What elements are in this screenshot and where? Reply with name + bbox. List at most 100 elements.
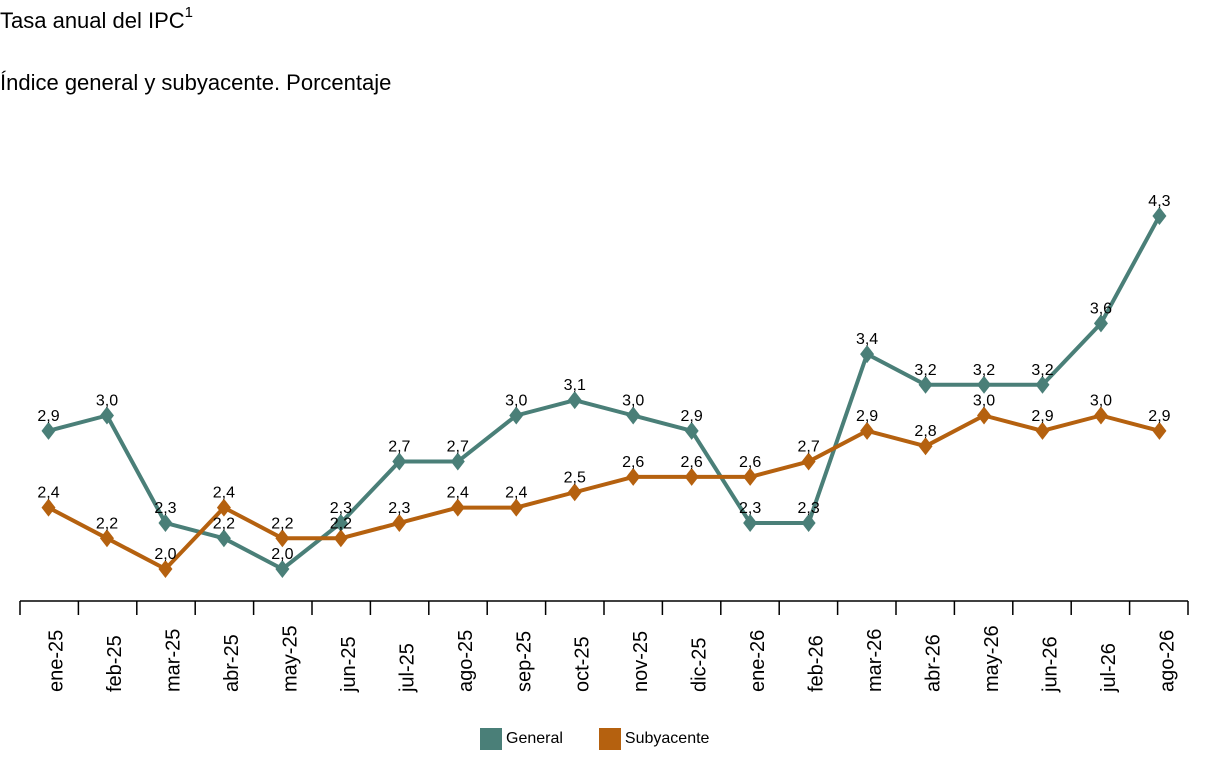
legend-label-subyacente: Subyacente	[624, 730, 710, 747]
data-label: 2,7	[797, 439, 819, 456]
data-point	[918, 375, 933, 394]
legend-item-general: General	[480, 728, 563, 750]
legend-swatch-general	[480, 728, 502, 750]
data-label: 2,9	[37, 408, 59, 425]
data-point	[1152, 421, 1167, 440]
data-label: 2,5	[564, 469, 586, 486]
data-label: 2,7	[447, 439, 469, 456]
x-tick-label: ago-26	[1156, 630, 1178, 692]
data-point	[392, 513, 407, 532]
data-point	[918, 437, 933, 456]
data-label: 2,6	[681, 454, 703, 471]
x-tick-label: sep-25	[513, 631, 535, 692]
x-tick-label: may-25	[279, 625, 301, 692]
data-label: 2,8	[914, 423, 936, 440]
x-tick-label: mar-26	[864, 629, 886, 692]
data-point	[158, 513, 173, 532]
data-label: 3,2	[914, 362, 936, 379]
x-tick-label: jun-25	[338, 636, 360, 693]
data-label: 2,7	[388, 439, 410, 456]
data-label: 2,6	[739, 454, 761, 471]
data-point	[684, 467, 699, 486]
data-point	[1035, 421, 1050, 440]
data-label: 2,3	[154, 500, 176, 517]
x-tick-label: mar-25	[162, 629, 184, 692]
data-label: 3,0	[622, 393, 644, 410]
chart-title: Tasa anual del IPC1	[0, 4, 194, 33]
data-point	[1093, 406, 1108, 425]
legend: General Subyacente	[480, 728, 745, 750]
x-tick-label: dic-25	[689, 638, 711, 692]
chart-subtitle: Índice general y subyacente. Porcentaje	[0, 70, 392, 95]
x-tick-label: jun-26	[1039, 636, 1061, 693]
x-tick-label: abr-26	[923, 634, 945, 692]
data-label: 2,9	[681, 408, 703, 425]
data-point	[41, 421, 56, 440]
data-point	[801, 513, 816, 532]
data-point	[99, 406, 114, 425]
x-tick-label: abr-25	[221, 634, 243, 692]
data-label: 3,6	[1090, 300, 1112, 317]
data-point	[509, 498, 524, 517]
data-point	[392, 452, 407, 471]
data-point	[860, 421, 875, 440]
data-label: 3,1	[564, 377, 586, 394]
data-label: 2,9	[1031, 408, 1053, 425]
data-label: 2,4	[447, 485, 469, 502]
data-label: 3,0	[1090, 393, 1112, 410]
data-point	[99, 529, 114, 548]
x-tick-label: oct-25	[572, 636, 594, 692]
data-point	[626, 467, 641, 486]
series-line-subyacente	[47, 413, 1160, 571]
data-point	[41, 498, 56, 517]
data-label: 3,0	[96, 393, 118, 410]
data-label: 3,4	[856, 331, 878, 348]
data-point	[567, 483, 582, 502]
title-footnote-marker: 1	[184, 4, 194, 21]
data-label: 2,2	[330, 515, 352, 532]
data-label: 2,4	[213, 485, 235, 502]
data-label: 2,3	[330, 500, 352, 517]
x-tick-label: ago-25	[455, 630, 477, 692]
data-label: 2,4	[505, 485, 527, 502]
data-label: 3,2	[1031, 362, 1053, 379]
data-point	[1035, 375, 1050, 394]
data-point	[860, 345, 875, 364]
x-tick-label: ene-25	[46, 630, 68, 692]
data-point	[216, 529, 231, 548]
data-label: 2,9	[856, 408, 878, 425]
data-label: 2,6	[622, 454, 644, 471]
x-tick-label: ene-26	[747, 630, 769, 692]
data-label: 2,4	[37, 485, 59, 502]
data-point	[333, 513, 348, 532]
data-label: 2,3	[739, 500, 761, 517]
legend-swatch-subyacente	[598, 728, 621, 750]
data-point	[743, 467, 758, 486]
data-point	[977, 406, 992, 425]
data-point	[450, 452, 465, 471]
data-label: 3,0	[505, 393, 527, 410]
data-point	[509, 406, 524, 425]
data-point	[275, 560, 290, 578]
x-tick-label: nov-25	[630, 631, 652, 692]
data-label: 2,3	[797, 500, 819, 517]
data-label: 3,2	[973, 362, 995, 379]
x-tick-label: feb-25	[104, 635, 126, 692]
data-label: 2,0	[271, 546, 293, 563]
data-label: 3,0	[973, 393, 995, 410]
data-label: 2,2	[271, 515, 293, 532]
data-point	[1093, 314, 1108, 333]
data-point	[626, 406, 641, 425]
data-label: 2,3	[388, 500, 410, 517]
data-point	[684, 421, 699, 440]
legend-label-general: General	[506, 730, 563, 747]
data-point	[333, 529, 348, 548]
series-line-general	[47, 214, 1162, 571]
data-point	[1152, 206, 1167, 225]
data-point	[158, 560, 173, 578]
legend-item-subyacente: Subyacente	[598, 728, 710, 750]
data-point	[450, 498, 465, 517]
x-tick-label: jul-26	[1098, 643, 1120, 693]
data-point	[275, 529, 290, 548]
data-label: 2,9	[1148, 408, 1170, 425]
